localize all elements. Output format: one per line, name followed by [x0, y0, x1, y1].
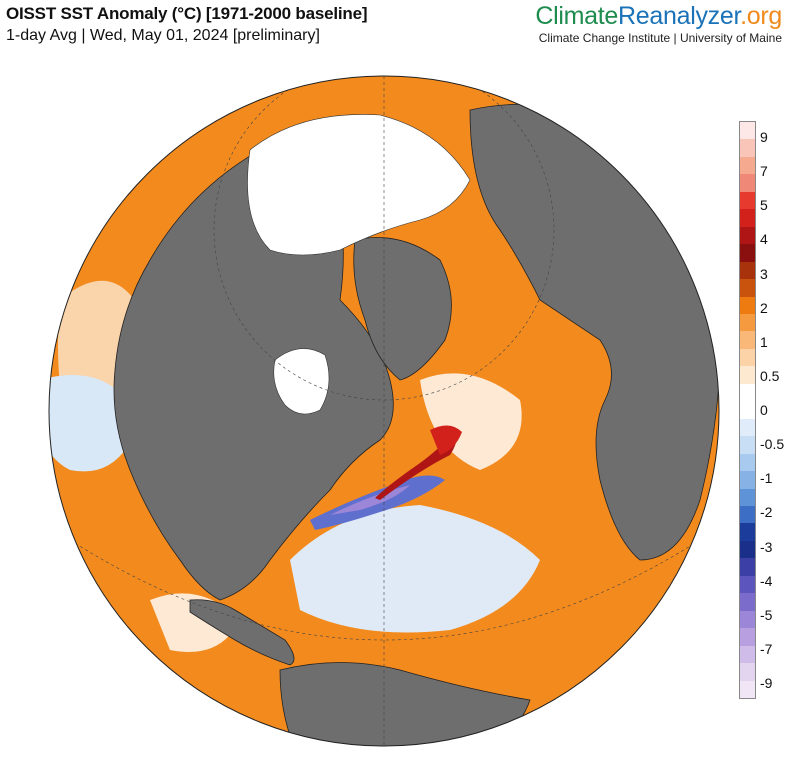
- colorbar-tick-label: 9: [760, 129, 768, 145]
- colorbar-swatch: [740, 593, 755, 612]
- central-america-landmass: [189, 599, 295, 666]
- neutral-anomaly-patch: [420, 373, 522, 470]
- colorbar-tick-label: -0.5: [760, 436, 785, 453]
- colorbar-tick-label: -3: [760, 538, 773, 555]
- colorbar-tick-label: 4: [760, 231, 768, 248]
- colorbar-swatch: [740, 558, 755, 577]
- brand-part-reanalyzer: Reanalyzer: [618, 2, 741, 30]
- arctic-sea-ice: [247, 114, 471, 256]
- colorbar-swatch: [740, 383, 755, 402]
- colorbar-swatch: [740, 261, 755, 280]
- map-title: OISST SST Anomaly (°C) [1971-2000 baseli…: [6, 4, 368, 23]
- brand-tagline: Climate Change Institute | University of…: [538, 31, 782, 45]
- colorbar-tick-label: 5: [760, 197, 768, 214]
- colorbar-swatch: [740, 401, 755, 420]
- colorbar-swatch: [740, 348, 755, 367]
- colorbar-tick-label: -4: [760, 572, 773, 589]
- gulf-stream-warm-streak: [375, 430, 457, 500]
- colorbar-swatch: [740, 471, 755, 490]
- colorbar-swatch: [740, 314, 755, 332]
- cool-anomaly-patch: [290, 505, 540, 633]
- colorbar-swatch: [740, 209, 755, 228]
- gulf-stream-warm-streak: [430, 425, 462, 455]
- colorbar-swatch: [740, 453, 755, 472]
- colorbar-swatch: [740, 575, 755, 594]
- colorbar-tick-label: -5: [760, 606, 773, 623]
- colorbar-swatch: [740, 488, 755, 507]
- colorbar-tick-label: -7: [760, 640, 773, 657]
- globe-outline: [48, 75, 720, 747]
- colorbar-swatch: [740, 645, 755, 664]
- colorbar-swatch: [740, 244, 755, 263]
- colorbar-swatch: [740, 628, 755, 647]
- colorbar-tick-label: -1: [760, 470, 773, 487]
- brand-part-climate: Climate: [535, 2, 619, 30]
- colorbar-swatch: [740, 418, 755, 437]
- colorbar-swatch: [740, 506, 755, 524]
- colorbar-swatch: [740, 663, 755, 682]
- greenland-landmass: [353, 237, 452, 381]
- colorbar-tick-label: -2: [760, 504, 773, 521]
- colorbar-swatch: [740, 523, 755, 542]
- colorbar-swatch: [740, 156, 755, 175]
- colorbar-swatch: [740, 366, 755, 385]
- brand-part-org: .org: [740, 2, 782, 30]
- colorbar-swatch: [740, 279, 755, 298]
- equator-line: [49, 519, 719, 641]
- colorbar-legend: [739, 121, 756, 699]
- colorbar-tick-label: 2: [760, 299, 768, 316]
- colorbar-tick-label: 3: [760, 265, 768, 282]
- colorbar-tick-label: 0.5: [760, 367, 780, 384]
- colorbar-tick-label: -9: [760, 675, 773, 691]
- colorbar-tick-label: 1: [760, 333, 768, 350]
- colorbar-swatch: [740, 139, 755, 158]
- colorbar-swatch: [740, 436, 755, 455]
- colorbar-swatch: [740, 296, 755, 315]
- colorbar-swatch: [740, 226, 755, 245]
- map-subtitle: 1-day Avg | Wed, May 01, 2024 [prelimina…: [6, 27, 320, 44]
- colorbar-swatch: [740, 174, 755, 193]
- colorbar-swatch: [740, 610, 755, 629]
- colorbar-swatch: [740, 540, 755, 559]
- colorbar-swatch: [740, 191, 755, 210]
- colorbar-swatch: [740, 331, 755, 350]
- hudson-bay-ice: [273, 348, 330, 415]
- colorbar-swatch: [740, 680, 755, 699]
- brand-logo[interactable]: ClimateReanalyzer.org: [535, 2, 782, 31]
- colorbar-tick-label: 0: [760, 402, 768, 418]
- colorbar-tick-label: 7: [760, 163, 768, 180]
- colorbar-swatch: [740, 122, 755, 140]
